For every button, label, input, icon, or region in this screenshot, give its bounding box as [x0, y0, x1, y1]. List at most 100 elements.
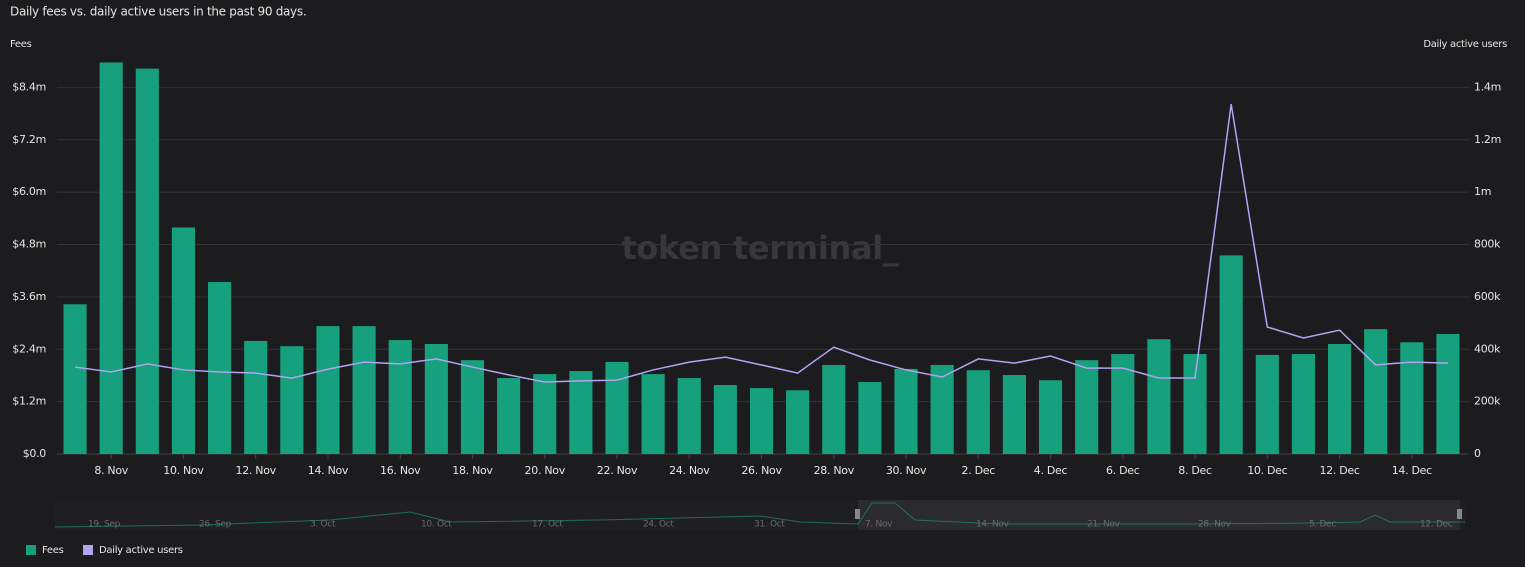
- bar: [930, 364, 954, 454]
- y-tick-label: $4.8m: [12, 238, 46, 251]
- x-tick-label: 2. Dec: [962, 464, 996, 477]
- navigator-handle[interactable]: [1457, 509, 1462, 519]
- navigator-label: 12. Dec: [1420, 520, 1453, 530]
- x-tick-label: 12. Nov: [236, 464, 277, 477]
- bar: [388, 340, 412, 454]
- x-tick-label: 18. Nov: [452, 464, 493, 477]
- navigator-handle[interactable]: [855, 509, 860, 519]
- navigator-series: [54, 502, 1465, 528]
- bar: [786, 390, 810, 454]
- y-tick-label: $6.0m: [12, 185, 46, 198]
- bar: [208, 282, 232, 454]
- y2-tick-label: 600k: [1474, 290, 1501, 303]
- bar: [316, 326, 340, 454]
- bar: [822, 364, 846, 454]
- navigator-label: 19. Sep: [88, 520, 121, 530]
- y2-tick-label: 1.4m: [1474, 80, 1501, 93]
- bar: [1075, 360, 1099, 454]
- y2-axis-title: Daily active users: [1423, 39, 1507, 50]
- x-tick-label: 26. Nov: [741, 464, 782, 477]
- bar: [424, 344, 448, 454]
- bar: [1219, 255, 1243, 454]
- bar: [1291, 354, 1315, 454]
- navigator-label: 5. Dec: [1309, 520, 1336, 530]
- navigator-label: 28. Nov: [1198, 520, 1232, 530]
- bar: [1002, 375, 1026, 454]
- x-tick-label: 28. Nov: [814, 464, 855, 477]
- navigator-label: 24. Oct: [643, 520, 674, 530]
- y-tick-label: $8.4m: [12, 80, 46, 93]
- bar: [966, 370, 990, 454]
- navigator-label: 7. Nov: [865, 520, 893, 530]
- y2-tick-label: 0: [1474, 447, 1481, 460]
- x-tick-label: 24. Nov: [669, 464, 710, 477]
- x-tick-label: 10. Dec: [1247, 464, 1287, 477]
- x-tick-label: 14. Nov: [308, 464, 349, 477]
- legend-swatch[interactable]: [83, 545, 93, 555]
- navigator-label: 21. Nov: [1087, 520, 1121, 530]
- bar: [352, 326, 376, 454]
- navigator-label: 31. Oct: [754, 520, 785, 530]
- x-tick-label: 8. Dec: [1178, 464, 1212, 477]
- bar: [99, 62, 123, 454]
- y-tick-label: $1.2m: [12, 395, 46, 408]
- x-tick-label: 4. Dec: [1034, 464, 1068, 477]
- legend-label[interactable]: Daily active users: [99, 545, 183, 556]
- bar: [171, 227, 196, 454]
- bar: [677, 378, 701, 454]
- navigator-label: 17. Oct: [532, 520, 563, 530]
- bar: [1147, 339, 1171, 454]
- bar: [858, 381, 882, 454]
- y2-tick-label: 800k: [1474, 238, 1501, 251]
- x-tick-label: 12. Dec: [1319, 464, 1359, 477]
- bar: [244, 340, 268, 454]
- y-tick-label: $7.2m: [12, 133, 46, 146]
- y2-tick-label: 1m: [1474, 185, 1491, 198]
- bar: [1436, 333, 1460, 454]
- x-tick-label: 10. Nov: [163, 464, 204, 477]
- navigator-label: 14. Nov: [976, 520, 1010, 530]
- y2-tick-label: 400k: [1474, 342, 1501, 355]
- y-tick-label: $2.4m: [12, 342, 46, 355]
- x-tick-label: 14. Dec: [1392, 464, 1432, 477]
- bar: [713, 385, 737, 454]
- navigator-label: 10. Oct: [421, 520, 452, 530]
- bar: [280, 346, 304, 454]
- bar: [605, 361, 629, 454]
- bar: [641, 374, 665, 454]
- bar: [135, 68, 159, 454]
- bar: [497, 378, 521, 454]
- x-tick-label: 20. Nov: [525, 464, 566, 477]
- navigator-label: 26. Sep: [199, 520, 232, 530]
- x-tick-label: 8. Nov: [94, 464, 128, 477]
- navigator-window[interactable]: [858, 500, 1460, 530]
- x-tick-label: 30. Nov: [886, 464, 927, 477]
- navigator[interactable]: 19. Sep 26. Sep 3. Oct 10. Oct 17. Oct 24. Oc…: [54, 500, 1465, 530]
- bar: [1364, 329, 1388, 454]
- legend-swatch[interactable]: [26, 545, 36, 555]
- bar: [1111, 354, 1135, 454]
- bar: [533, 374, 557, 454]
- x-tick-label: 6. Dec: [1106, 464, 1140, 477]
- x-tick-label: 22. Nov: [597, 464, 638, 477]
- x-tick-label: 16. Nov: [380, 464, 421, 477]
- bar: [894, 368, 918, 454]
- navigator-label: 3. Oct: [310, 520, 336, 530]
- line: [74, 104, 1448, 383]
- bar: [63, 304, 87, 454]
- y-tick-label: $3.6m: [12, 290, 46, 303]
- y2-tick-label: 1.2m: [1474, 133, 1501, 146]
- watermark: token terminal_: [621, 229, 899, 267]
- bar: [749, 388, 774, 454]
- legend-label[interactable]: Fees: [42, 545, 64, 556]
- bar: [1400, 342, 1424, 454]
- bar: [460, 360, 485, 454]
- bar: [569, 371, 593, 454]
- chart-title: Daily fees vs. daily active users in the…: [10, 5, 306, 19]
- y-axis-title: Fees: [10, 39, 32, 50]
- bar: [1327, 344, 1352, 454]
- bar: [1038, 380, 1063, 454]
- y2-tick-label: 200k: [1474, 395, 1501, 408]
